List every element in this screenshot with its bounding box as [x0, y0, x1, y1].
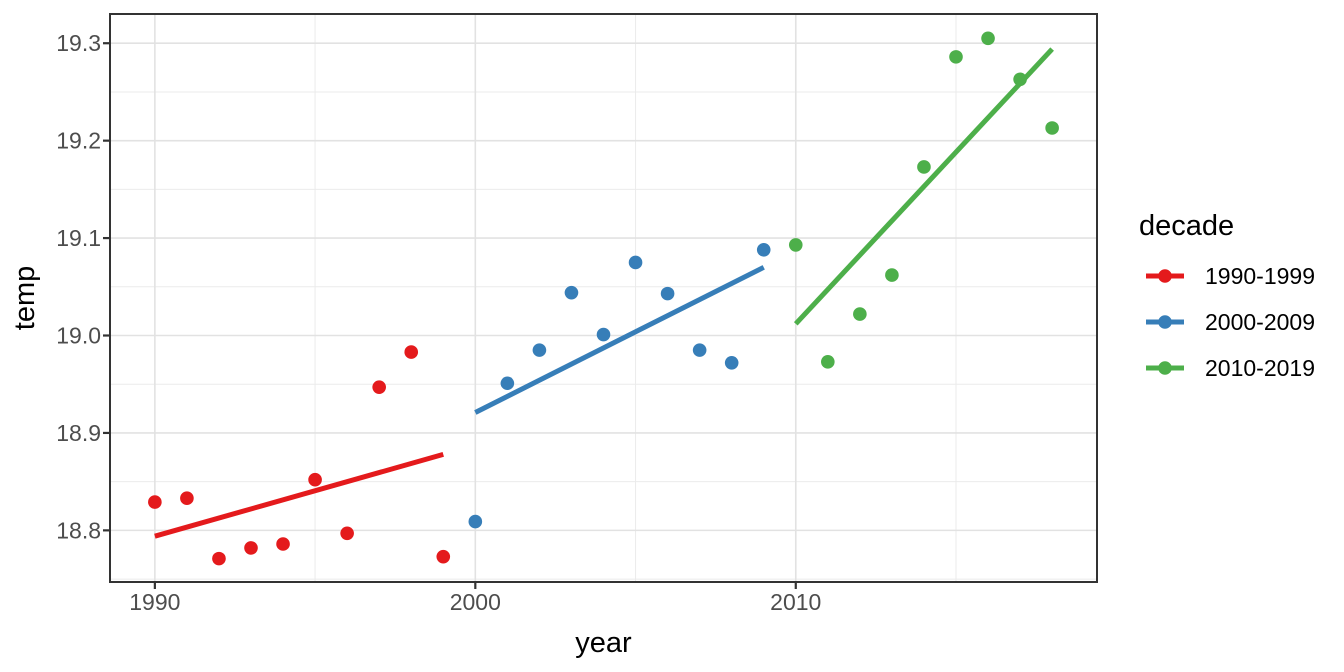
x-tick-label: 2010 — [770, 589, 821, 615]
data-point — [308, 472, 322, 487]
y-tick-label: 19.3 — [56, 30, 101, 56]
data-point — [180, 491, 194, 506]
legend: decade 1990-1999 2000-2009 2010-2019 — [1139, 210, 1315, 381]
legend-item-2010-2019: 2010-2019 — [1146, 355, 1315, 381]
legend-item-label: 1990-1999 — [1205, 263, 1315, 289]
data-point — [853, 307, 867, 321]
data-point — [436, 549, 451, 564]
data-point — [628, 255, 643, 270]
data-point — [340, 526, 354, 541]
data-point — [724, 355, 739, 370]
x-tick-label: 1990 — [129, 589, 180, 615]
data-point — [596, 327, 611, 342]
panel-border — [109, 13, 1098, 583]
legend-item-label: 2000-2009 — [1205, 309, 1315, 335]
y-tick-label: 19.2 — [56, 128, 101, 154]
data-point — [788, 238, 803, 252]
data-point — [404, 345, 419, 359]
grid-major-layer — [110, 14, 1097, 582]
trend-line — [793, 47, 1054, 326]
data-point — [148, 495, 162, 509]
legend-title: decade — [1139, 210, 1234, 242]
trend-line — [474, 265, 765, 415]
legend-items: 1990-1999 2000-2009 2010-2019 — [1146, 263, 1315, 381]
data-point — [564, 285, 579, 300]
data-point — [949, 50, 963, 64]
y-tick-label: 18.8 — [56, 517, 101, 543]
data-point — [212, 551, 226, 566]
data-point — [276, 537, 290, 551]
data-point — [917, 160, 931, 174]
axis-layer: 1990 2000 2010 18.8 18.9 19.0 19.1 19.2 19.3 — [56, 30, 821, 615]
x-axis-title: year — [575, 627, 632, 659]
legend-item-2000-2009: 2000-2009 — [1146, 309, 1315, 335]
grid-minor-layer — [110, 14, 1097, 582]
data-point — [821, 355, 835, 369]
x-tick-label: 2000 — [450, 589, 501, 615]
legend-key-point — [1158, 361, 1172, 375]
data-point — [692, 343, 707, 357]
y-tick-label: 18.9 — [56, 420, 101, 446]
series-2000-2009 — [468, 242, 771, 529]
legend-key-point — [1158, 315, 1172, 329]
data-point — [532, 343, 547, 357]
y-tick-label: 19.0 — [56, 323, 101, 349]
data-layer — [148, 31, 1059, 566]
y-tick-label: 19.1 — [56, 225, 101, 251]
legend-item-label: 2010-2019 — [1205, 355, 1315, 381]
data-point — [756, 242, 771, 257]
y-axis-title: temp — [9, 266, 41, 330]
data-point — [981, 31, 995, 46]
series-2010-2019 — [788, 31, 1059, 369]
legend-item-1990-1999: 1990-1999 — [1146, 263, 1315, 289]
legend-key-point — [1158, 269, 1172, 283]
data-point — [885, 268, 899, 282]
data-point — [468, 514, 483, 529]
data-point — [372, 380, 386, 394]
trend-line — [154, 451, 444, 539]
plot-panel — [110, 14, 1097, 582]
data-point — [244, 541, 258, 555]
data-point — [660, 286, 675, 301]
data-point — [500, 376, 515, 391]
data-point — [1045, 121, 1059, 135]
series-1990-1999 — [148, 345, 451, 566]
